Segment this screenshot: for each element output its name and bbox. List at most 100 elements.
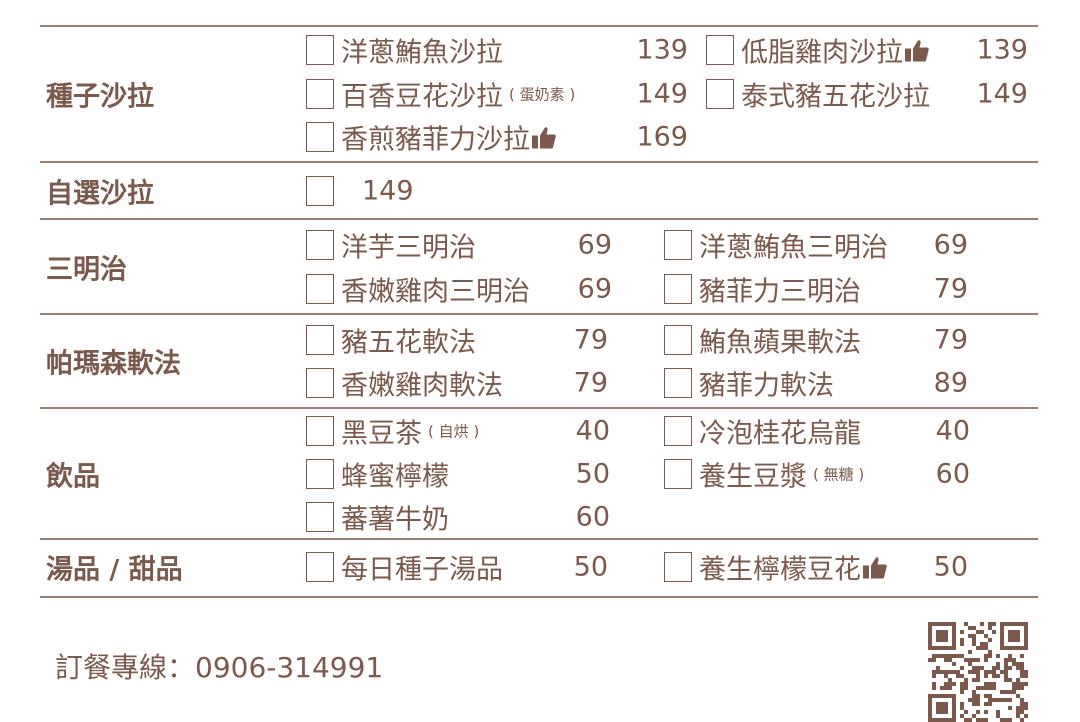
item-name: 豬菲力軟法 bbox=[699, 364, 834, 403]
item-name: 冷泡桂花烏龍 bbox=[699, 412, 861, 451]
item-price: 169 bbox=[636, 121, 688, 153]
category-label: 帕瑪森軟法 bbox=[46, 348, 181, 380]
item-checkbox[interactable] bbox=[306, 325, 334, 355]
item-price: 50 bbox=[573, 551, 608, 583]
item-checkbox[interactable] bbox=[306, 459, 334, 489]
item-name-text: 養生豆漿 bbox=[699, 461, 807, 493]
item-name-text: 每日種子湯品 bbox=[341, 554, 503, 586]
item-checkbox[interactable] bbox=[664, 325, 692, 355]
item-checkbox[interactable] bbox=[664, 416, 692, 446]
item-name-text: 冷泡桂花烏龍 bbox=[699, 418, 861, 450]
thumbs-up-icon bbox=[862, 554, 888, 580]
item-checkbox[interactable] bbox=[664, 459, 692, 489]
item-note: ( 蛋奶素 ) bbox=[509, 85, 576, 104]
item-price: 79 bbox=[933, 273, 968, 305]
item-checkbox[interactable] bbox=[306, 79, 334, 109]
item-price: 69 bbox=[577, 229, 612, 261]
item-name: 香嫩雞肉三明治 bbox=[341, 270, 530, 309]
item-checkbox[interactable] bbox=[306, 122, 334, 152]
item-name-text: 黑豆茶 bbox=[341, 418, 422, 450]
item-name-text: 豬五花軟法 bbox=[341, 327, 476, 359]
category-label: 自選沙拉 bbox=[46, 178, 154, 210]
item-name: 養生豆漿 ( 無糖 ) bbox=[699, 455, 864, 494]
category-label: 三明治 bbox=[46, 254, 127, 286]
item-name: 洋蔥鮪魚三明治 bbox=[699, 226, 888, 265]
item-name: 泰式豬五花沙拉 bbox=[741, 75, 930, 114]
item-name: 蕃薯牛奶 bbox=[341, 498, 449, 537]
item-name: 養生檸檬豆花 bbox=[699, 548, 888, 587]
item-price: 40 bbox=[935, 415, 970, 447]
item-price: 50 bbox=[933, 551, 968, 583]
divider bbox=[40, 407, 1038, 409]
item-price: 60 bbox=[575, 501, 610, 533]
item-checkbox[interactable] bbox=[306, 502, 334, 532]
item-checkbox[interactable] bbox=[306, 230, 334, 260]
category-label: 飲品 bbox=[46, 461, 100, 493]
item-checkbox[interactable] bbox=[664, 552, 692, 582]
item-price: 89 bbox=[933, 367, 968, 399]
item-name-text: 洋蔥鮪魚沙拉 bbox=[341, 37, 503, 69]
item-checkbox[interactable] bbox=[664, 230, 692, 260]
category-label: 種子沙拉 bbox=[46, 81, 154, 113]
item-name-text: 洋芋三明治 bbox=[341, 232, 476, 264]
item-name: 豬菲力三明治 bbox=[699, 270, 861, 309]
item-price: 50 bbox=[575, 458, 610, 490]
item-name-text: 洋蔥鮪魚三明治 bbox=[699, 232, 888, 264]
item-price: 79 bbox=[573, 324, 608, 356]
item-price: 69 bbox=[577, 273, 612, 305]
category-label: 湯品 / 甜品 bbox=[46, 554, 183, 586]
item-price: 149 bbox=[636, 78, 688, 110]
item-name: 洋芋三明治 bbox=[341, 226, 476, 265]
item-name-text: 豬菲力軟法 bbox=[699, 370, 834, 402]
divider bbox=[40, 313, 1038, 315]
divider bbox=[40, 218, 1038, 220]
item-checkbox[interactable] bbox=[706, 79, 734, 109]
item-name-text: 鮪魚蘋果軟法 bbox=[699, 327, 861, 359]
divider bbox=[40, 596, 1038, 598]
item-checkbox[interactable] bbox=[306, 416, 334, 446]
item-checkbox[interactable] bbox=[306, 176, 334, 206]
item-name: 香煎豬菲力沙拉 bbox=[341, 118, 557, 157]
item-price: 139 bbox=[976, 34, 1028, 66]
item-price: 79 bbox=[933, 324, 968, 356]
item-checkbox[interactable] bbox=[306, 274, 334, 304]
item-name: 低脂雞肉沙拉 bbox=[741, 31, 930, 70]
divider bbox=[40, 161, 1038, 163]
item-checkbox[interactable] bbox=[706, 35, 734, 65]
item-name: 鮪魚蘋果軟法 bbox=[699, 321, 861, 360]
item-name: 黑豆茶 ( 自烘 ) bbox=[341, 412, 479, 451]
item-name-text: 百香豆花沙拉 bbox=[341, 81, 503, 113]
item-name-text: 養生檸檬豆花 bbox=[699, 554, 861, 586]
item-name-text: 香嫩雞肉軟法 bbox=[341, 370, 503, 402]
item-checkbox[interactable] bbox=[664, 368, 692, 398]
item-checkbox[interactable] bbox=[306, 552, 334, 582]
item-price: 149 bbox=[976, 78, 1028, 110]
item-price: 79 bbox=[573, 367, 608, 399]
thumbs-up-icon bbox=[904, 37, 930, 63]
qr-code-icon bbox=[928, 622, 1028, 722]
order-phone: 訂餐專線：0906-314991 bbox=[55, 651, 384, 684]
item-name-text: 豬菲力三明治 bbox=[699, 276, 861, 308]
divider bbox=[40, 538, 1038, 540]
item-name: 每日種子湯品 bbox=[341, 548, 503, 587]
item-note: ( 無糖 ) bbox=[813, 465, 865, 484]
item-name-text: 低脂雞肉沙拉 bbox=[741, 37, 903, 69]
thumbs-up-icon bbox=[531, 124, 557, 150]
item-name-text: 香嫩雞肉三明治 bbox=[341, 276, 530, 308]
item-checkbox[interactable] bbox=[306, 35, 334, 65]
item-name: 蜂蜜檸檬 bbox=[341, 455, 449, 494]
item-note: ( 自烘 ) bbox=[428, 422, 480, 441]
item-checkbox[interactable] bbox=[306, 368, 334, 398]
item-name-text: 泰式豬五花沙拉 bbox=[741, 81, 930, 113]
item-checkbox[interactable] bbox=[664, 274, 692, 304]
item-name: 百香豆花沙拉 ( 蛋奶素 ) bbox=[341, 75, 575, 114]
divider bbox=[40, 25, 1038, 27]
item-price: 149 bbox=[362, 175, 414, 207]
item-price: 69 bbox=[933, 229, 968, 261]
item-name-text: 蜂蜜檸檬 bbox=[341, 461, 449, 493]
item-name: 豬五花軟法 bbox=[341, 321, 476, 360]
item-name: 洋蔥鮪魚沙拉 bbox=[341, 31, 503, 70]
item-price: 60 bbox=[935, 458, 970, 490]
item-name-text: 蕃薯牛奶 bbox=[341, 504, 449, 536]
item-name-text: 香煎豬菲力沙拉 bbox=[341, 124, 530, 156]
